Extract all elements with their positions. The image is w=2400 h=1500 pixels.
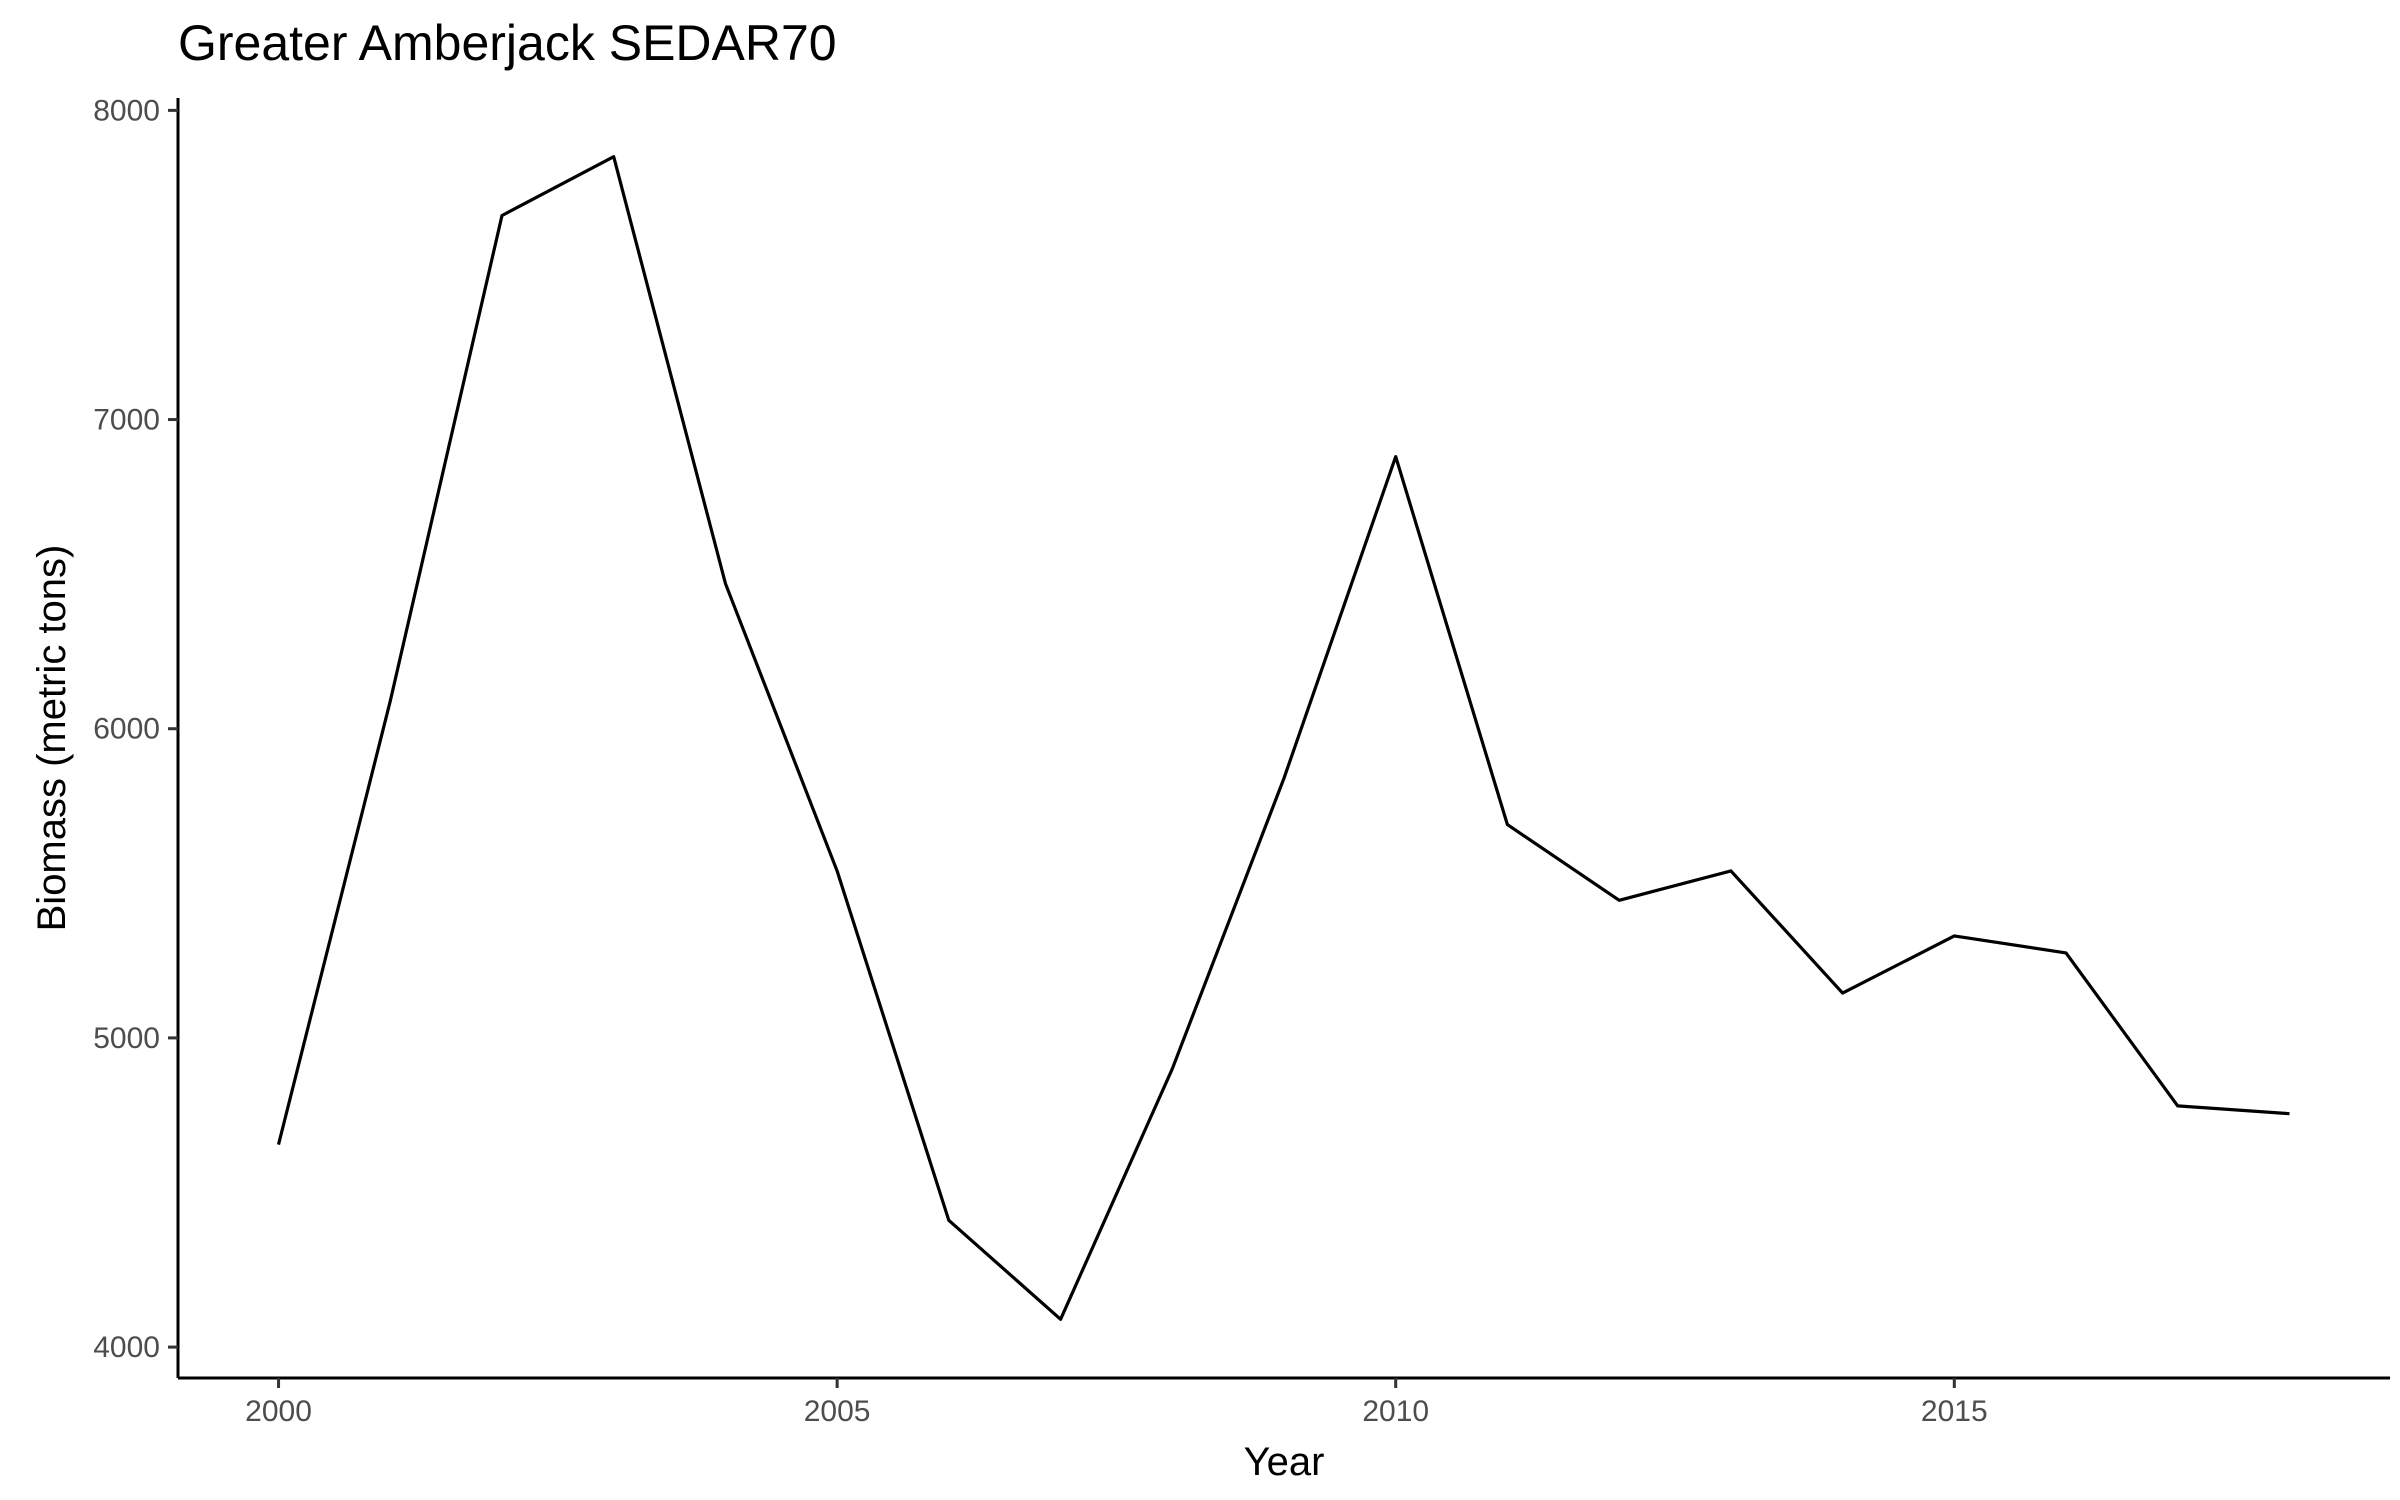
x-tick-label: 2010 [1362, 1395, 1429, 1428]
y-tick-label: 8000 [93, 94, 160, 127]
y-axis: 4000 5000 6000 7000 8000 [93, 94, 180, 1378]
y-tick-label: 7000 [93, 404, 160, 437]
chart-title: Greater Amberjack SEDAR70 [178, 15, 837, 71]
x-axis: 2000 2005 2010 2015 [178, 1376, 2390, 1428]
biomass-series-line [276, 155, 2290, 1321]
biomass-series [276, 155, 2290, 1321]
x-tick-label: 2000 [245, 1395, 312, 1428]
y-tick-label: 5000 [93, 1022, 160, 1055]
y-axis-ticks: 4000 5000 6000 7000 8000 [93, 94, 178, 1364]
x-axis-ticks: 2000 2005 2010 2015 [245, 1378, 1988, 1428]
y-tick-label: 6000 [93, 713, 160, 746]
y-tick-label: 4000 [93, 1331, 160, 1364]
x-tick-label: 2015 [1921, 1395, 1988, 1428]
x-axis-title: Year [1244, 1440, 1325, 1484]
y-axis-title: Biomass (metric tons) [30, 545, 74, 932]
x-tick-label: 2005 [804, 1395, 871, 1428]
